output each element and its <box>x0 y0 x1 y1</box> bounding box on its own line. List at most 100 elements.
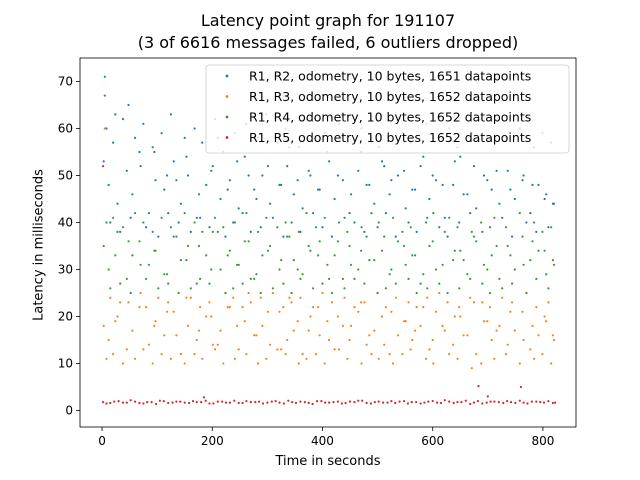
legend-entry-label: R1, R5, odometry, 10 bytes, 1652 datapoi… <box>249 130 531 145</box>
data-point <box>139 165 142 168</box>
data-point <box>233 357 236 360</box>
data-point <box>157 296 160 299</box>
data-point <box>552 263 556 266</box>
data-point <box>134 136 137 139</box>
data-point <box>510 301 514 304</box>
data-point <box>423 401 426 404</box>
data-point <box>129 291 132 295</box>
data-point <box>249 277 252 280</box>
series-4-points <box>102 165 557 406</box>
data-point <box>459 249 462 252</box>
data-point <box>476 400 479 403</box>
y-axis-label: Latency in milliseconds <box>31 169 47 321</box>
data-point <box>219 268 222 271</box>
data-point <box>333 254 336 257</box>
data-point <box>360 301 363 304</box>
data-point <box>193 127 196 130</box>
data-point <box>232 287 235 290</box>
data-point <box>415 306 418 309</box>
data-point <box>197 244 201 248</box>
data-point <box>116 230 119 233</box>
data-point <box>472 165 476 168</box>
data-point <box>193 221 196 224</box>
data-point <box>414 188 417 191</box>
data-point <box>350 193 353 196</box>
legend-box <box>205 64 570 154</box>
data-point <box>396 240 400 243</box>
data-point <box>299 296 302 299</box>
data-point <box>175 400 178 403</box>
data-point <box>241 306 244 309</box>
data-point <box>330 301 333 304</box>
data-point <box>498 277 501 280</box>
data-point <box>282 235 285 238</box>
legend: R1, R2, odometry, 10 bytes, 1651 datapoi… <box>205 64 570 154</box>
data-point <box>169 357 172 360</box>
data-point <box>480 221 483 224</box>
data-point <box>438 282 441 285</box>
data-point <box>547 226 550 229</box>
data-point <box>373 329 376 332</box>
data-point <box>189 287 192 290</box>
data-point <box>186 244 190 248</box>
data-point <box>346 357 349 360</box>
data-point <box>105 357 108 360</box>
data-point <box>382 401 385 404</box>
data-point <box>287 399 290 402</box>
data-point <box>201 357 204 360</box>
data-point <box>506 343 509 346</box>
data-point <box>155 402 158 406</box>
data-point <box>236 160 239 163</box>
data-point <box>384 287 387 290</box>
data-point <box>172 310 175 313</box>
data-point <box>453 160 456 163</box>
data-point <box>274 400 277 403</box>
data-point <box>529 348 532 351</box>
data-point <box>199 306 202 309</box>
y-tick-label: 20 <box>58 310 73 324</box>
data-point <box>154 320 157 323</box>
data-point <box>348 212 351 215</box>
data-point <box>191 400 195 403</box>
data-point <box>151 146 154 149</box>
data-point <box>199 277 202 280</box>
data-point <box>452 401 455 405</box>
data-point <box>509 188 512 191</box>
data-point <box>537 249 540 252</box>
data-point <box>307 244 310 248</box>
data-point <box>127 103 130 107</box>
data-point <box>314 353 317 356</box>
data-point <box>490 338 493 342</box>
data-point <box>228 306 231 309</box>
data-point <box>419 402 422 405</box>
data-point <box>208 226 211 229</box>
data-point <box>466 193 469 196</box>
data-point <box>125 277 128 280</box>
data-point <box>112 216 115 219</box>
data-point <box>202 396 206 399</box>
data-point <box>261 174 264 177</box>
data-point <box>504 353 508 356</box>
data-point <box>419 165 422 168</box>
data-point <box>475 240 478 243</box>
data-point <box>495 329 498 332</box>
data-point <box>112 353 115 356</box>
data-point <box>509 310 512 313</box>
data-point <box>213 216 217 219</box>
data-point <box>179 259 182 262</box>
data-point <box>247 291 250 295</box>
data-point <box>211 165 214 168</box>
data-point <box>529 259 532 262</box>
data-point <box>142 348 145 351</box>
data-point <box>482 320 486 323</box>
data-point <box>350 324 353 327</box>
data-point <box>237 263 240 266</box>
data-point <box>127 240 130 243</box>
data-point <box>391 362 395 365</box>
data-point <box>350 263 353 266</box>
data-point <box>431 240 434 243</box>
data-point <box>343 216 346 219</box>
data-point <box>125 348 128 351</box>
data-point <box>377 400 380 403</box>
data-point <box>401 353 404 356</box>
